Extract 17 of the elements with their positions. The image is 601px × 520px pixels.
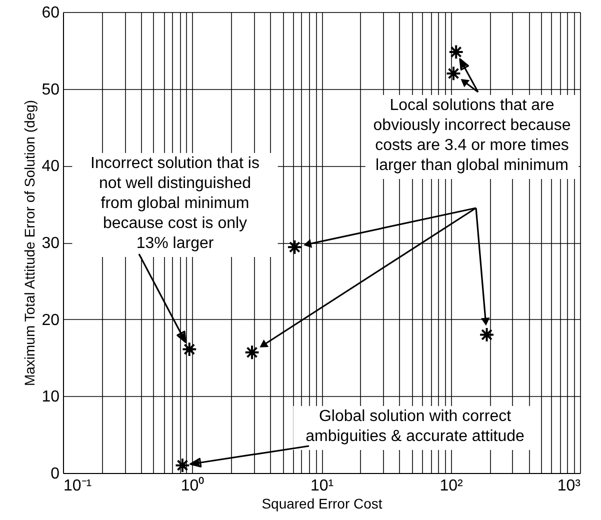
y-tick-label: 0: [50, 466, 60, 482]
x-axis-title: Squared Error Cost: [262, 496, 382, 512]
x-tick-label: 10⁻¹: [64, 478, 92, 494]
annotation: Local solutions that are obviously incorrect because costs are 3.4 or more times larger than global minimum: [373, 97, 571, 174]
x-tick-label: 10³: [557, 478, 582, 494]
y-tick-label: 50: [42, 81, 60, 98]
y-tick-label: 20: [42, 312, 60, 329]
annotation: Global solution with correct ambiguities & accurate attitude: [306, 408, 524, 445]
y-tick-label: 40: [42, 158, 60, 176]
annotation: Incorrect solution that is not well distinguished from global minimum because cost is only 13% larger: [90, 155, 260, 252]
y-tick-label: 60: [42, 4, 60, 22]
y-tick-label: 10: [42, 388, 60, 406]
y-tick-label: 30: [42, 235, 60, 252]
x-tick-label: 10¹: [310, 478, 334, 494]
x-tick-label: 10²: [440, 478, 464, 494]
y-axis-title: Maximum Total Attitude Error of Solution (deg): [22, 100, 38, 386]
x-tick-label: 10⁰: [180, 476, 205, 494]
